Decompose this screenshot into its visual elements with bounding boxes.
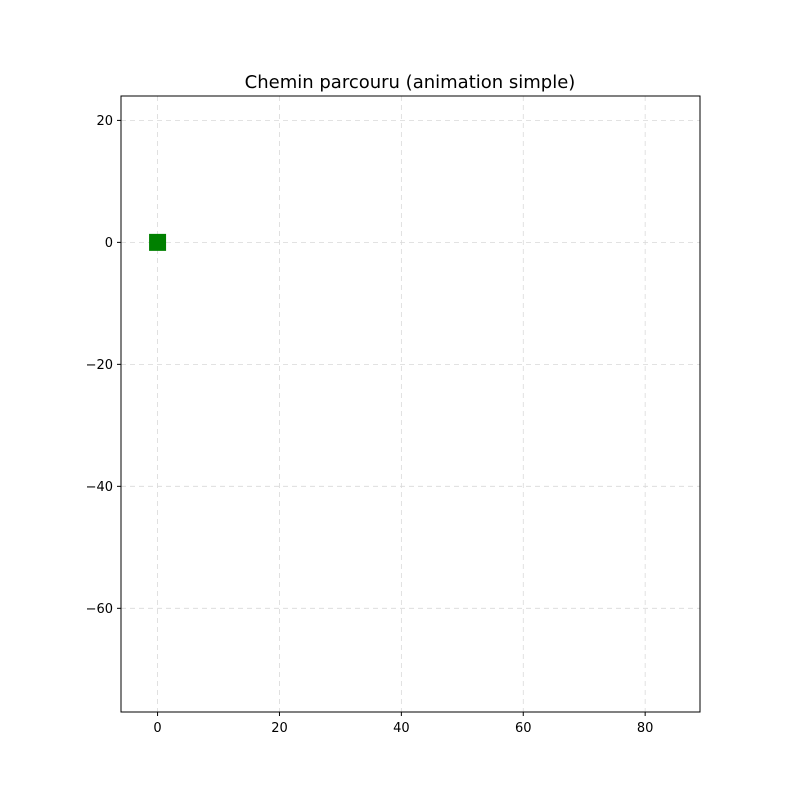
- grid-layer: [121, 96, 700, 712]
- y-tick-label: 20: [96, 114, 113, 129]
- x-tick-label: 80: [637, 721, 654, 736]
- tick-layer: 0 20 40 60 80 20 0 −20 −40 −60: [86, 114, 654, 736]
- y-tick-label: −40: [86, 480, 113, 495]
- chart-title: Chemin parcouru (animation simple): [245, 72, 576, 93]
- x-tick-label: 40: [393, 721, 410, 736]
- path-position-marker: [149, 233, 167, 251]
- x-tick-label: 0: [153, 721, 161, 736]
- y-tick-label: −20: [86, 358, 113, 373]
- x-tick-label: 60: [515, 721, 532, 736]
- y-tick-label: −60: [86, 602, 113, 617]
- plot-frame: [120, 95, 701, 713]
- x-tick-label: 20: [271, 721, 288, 736]
- y-tick-label: 0: [105, 236, 113, 251]
- point-layer: [149, 233, 167, 251]
